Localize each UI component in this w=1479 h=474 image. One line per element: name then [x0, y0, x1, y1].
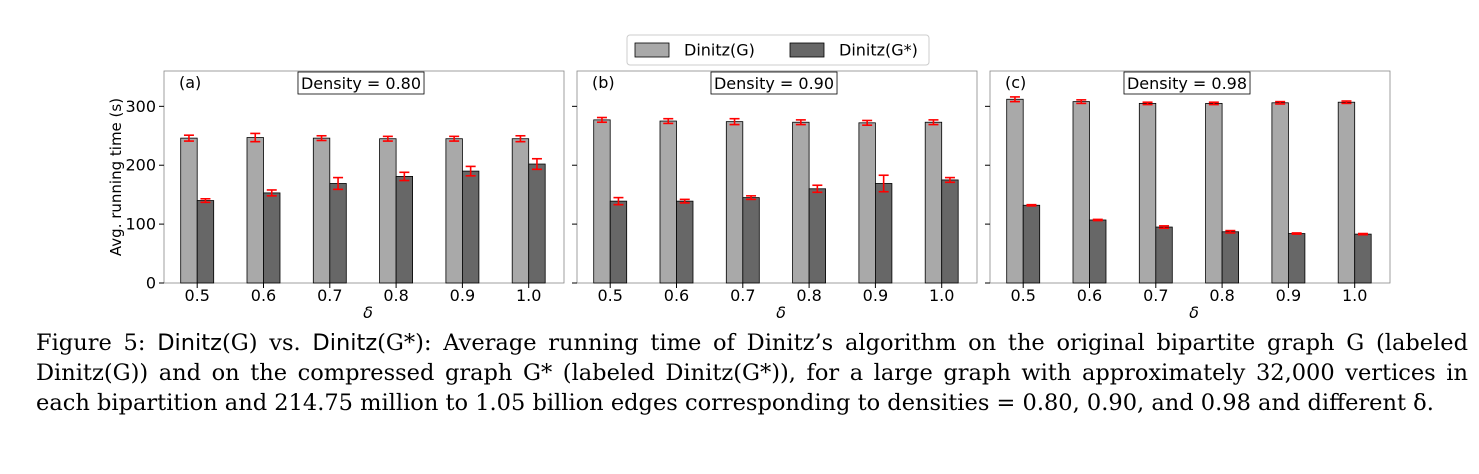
bar-dinitz-gstar: [1089, 219, 1107, 284]
bar-dinitz-g: [1337, 101, 1356, 284]
x-tick-label: 0.8: [796, 286, 821, 305]
figure-caption: Figure 5: Dinitz(G) vs. Dinitz(G*): Aver…: [36, 328, 1468, 418]
y-tick-label: 0: [146, 274, 156, 293]
bar-dinitz-g: [246, 137, 264, 284]
bar-dinitz-g: [1271, 102, 1289, 284]
x-axis-label: δ: [776, 303, 786, 322]
bar-dinitz-g: [511, 138, 530, 284]
x-tick-label: 0.7: [730, 286, 755, 305]
bar-dinitz-gstar: [875, 183, 893, 284]
x-tick-label: 1.0: [1342, 286, 1367, 305]
bar-dinitz-g: [659, 120, 677, 284]
bar-dinitz-g: [1138, 102, 1157, 284]
x-tick-label: 0.7: [317, 286, 342, 305]
bar-dinitz-g: [445, 138, 463, 284]
legend-frame: [626, 34, 930, 66]
panel-title: Density = 0.90: [714, 74, 834, 93]
panel-title: Density = 0.98: [1127, 74, 1247, 93]
legend-swatch-dinitz-gstar: [789, 42, 825, 58]
panel-label: (c): [1005, 73, 1026, 92]
bar-dinitz-gstar: [1221, 231, 1239, 284]
bar-dinitz-g: [593, 119, 611, 284]
bar-dinitz-gstar: [676, 200, 694, 284]
legend-swatch-dinitz-g: [634, 42, 670, 58]
caption-g2: (G*): [377, 330, 424, 356]
legend-label-dinitz-gstar: Dinitz(G*): [839, 41, 918, 60]
bar-dinitz-g: [725, 121, 744, 284]
panel-2: 0.5 0.6 0.7 0.8 0.9 1.0 δ (b) Density = 0.90: [572, 70, 978, 322]
y-tick-label: 300: [125, 97, 156, 116]
bar-dinitz-gstar: [395, 176, 414, 284]
x-tick-label: 1.0: [929, 286, 954, 305]
bar-dinitz-gstar: [941, 179, 959, 284]
legend-label-dinitz-g: Dinitz(G): [684, 41, 755, 60]
bar-dinitz-g: [1205, 102, 1223, 284]
bar-dinitz-gstar: [1288, 233, 1306, 284]
bar-dinitz-g: [1006, 98, 1024, 284]
caption-g1: (G): [221, 330, 258, 356]
panel-label: (a): [179, 73, 201, 92]
panel-frame: [576, 70, 978, 284]
x-tick-label: 0.9: [450, 286, 475, 305]
panel-frame: [989, 70, 1391, 284]
x-axis-label: δ: [363, 303, 373, 322]
panel-title-box: [710, 71, 838, 95]
x-tick-label: 0.6: [664, 286, 689, 305]
panel-title: Density = 0.80: [301, 74, 421, 93]
caption-alg2: Dinitz: [312, 330, 378, 356]
bar-dinitz-gstar: [1155, 226, 1173, 284]
bar-dinitz-gstar: [808, 188, 826, 284]
x-tick-label: 0.8: [1209, 286, 1234, 305]
bar-dinitz-gstar: [196, 200, 215, 284]
x-axis-label: δ: [1189, 303, 1199, 322]
bar-dinitz-g: [180, 137, 198, 284]
y-tick-label: 200: [125, 156, 156, 175]
x-tick-label: 0.9: [1276, 286, 1301, 305]
panel-label: (b): [592, 73, 615, 92]
x-tick-label: 0.8: [383, 286, 408, 305]
legend: Dinitz(G) Dinitz(G*): [626, 34, 930, 66]
bar-dinitz-gstar: [528, 163, 546, 284]
bar-dinitz-g: [1072, 101, 1090, 284]
bar-dinitz-gstar: [263, 192, 281, 284]
x-tick-label: 0.5: [1010, 286, 1035, 305]
bar-dinitz-g: [858, 122, 876, 284]
panel-3: 0.5 0.6 0.7 0.8 0.9 1.0 δ (c) Density = 0.98: [985, 70, 1391, 322]
bar-dinitz-gstar: [329, 183, 347, 284]
y-axis-label: Avg. running time (s): [107, 98, 125, 256]
bar-dinitz-gstar: [461, 170, 480, 284]
bar-dinitz-gstar: [609, 200, 628, 284]
panel-frame: [163, 70, 565, 284]
bar-dinitz-g: [379, 138, 397, 284]
x-tick-label: 0.6: [251, 286, 276, 305]
panel-title-box: [297, 71, 425, 95]
bar-dinitz-gstar: [1354, 233, 1372, 284]
x-tick-label: 1.0: [516, 286, 541, 305]
x-tick-label: 0.5: [597, 286, 622, 305]
panel-title-box: [1123, 71, 1251, 95]
bar-dinitz-g: [792, 121, 810, 284]
caption-vs: vs.: [257, 330, 313, 356]
x-tick-label: 0.5: [184, 286, 209, 305]
caption-alg1: Dinitz: [157, 330, 222, 356]
bar-dinitz-g: [924, 121, 943, 284]
x-tick-label: 0.7: [1143, 286, 1168, 305]
x-tick-label: 0.6: [1077, 286, 1102, 305]
bar-dinitz-gstar: [1022, 204, 1041, 284]
y-tick-label: 100: [125, 215, 156, 234]
bar-dinitz-g: [312, 137, 331, 284]
caption-body: : Average running time of Dinitz’s algor…: [36, 330, 1468, 416]
caption-prefix: Figure 5:: [36, 330, 158, 356]
x-tick-label: 0.9: [863, 286, 888, 305]
bar-dinitz-gstar: [742, 197, 760, 284]
